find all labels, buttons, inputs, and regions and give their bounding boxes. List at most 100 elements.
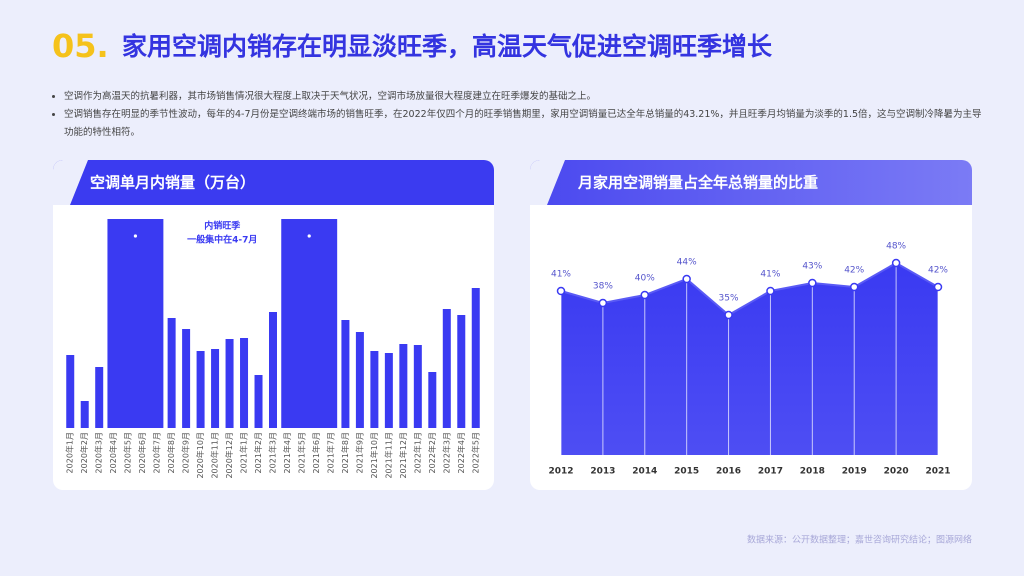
bar bbox=[442, 309, 451, 428]
x-tick-label: 2019 bbox=[842, 467, 867, 477]
x-tick-label: 2021年9月 bbox=[354, 432, 364, 473]
header-notch bbox=[53, 160, 88, 205]
x-tick-label: 2020年7月 bbox=[152, 432, 162, 473]
x-tick-label: 2020年12月 bbox=[224, 432, 234, 479]
x-tick-label: 2020年9月 bbox=[181, 432, 191, 473]
value-label: 48% bbox=[886, 242, 906, 252]
bar bbox=[95, 367, 104, 428]
bar bbox=[254, 375, 263, 428]
x-tick-label: 2020年8月 bbox=[166, 432, 176, 473]
x-tick-label: 2021年5月 bbox=[296, 432, 306, 473]
bar bbox=[471, 288, 480, 428]
card-header bbox=[530, 160, 972, 205]
value-label: 35% bbox=[719, 294, 739, 304]
x-tick-label: 2021年2月 bbox=[253, 432, 263, 473]
point bbox=[849, 282, 859, 292]
x-tick-label: 2020年4月 bbox=[108, 432, 118, 473]
value-label: 42% bbox=[928, 266, 948, 276]
x-tick-label: 2022年4月 bbox=[456, 432, 466, 473]
page-title: 家用空调内销存在明显淡旺季，高温天气促进空调旺季增长 bbox=[122, 32, 773, 61]
point bbox=[724, 310, 733, 320]
x-tick-label: 2021年7月 bbox=[325, 432, 335, 473]
bar bbox=[399, 344, 408, 428]
highlight-dot bbox=[307, 234, 311, 238]
bar bbox=[225, 339, 234, 428]
line bbox=[560, 261, 939, 317]
bar bbox=[370, 351, 379, 428]
point bbox=[682, 274, 691, 284]
x-tick-label: 2014 bbox=[632, 467, 657, 477]
point bbox=[808, 278, 817, 288]
highlight-dot bbox=[133, 234, 138, 238]
bar bbox=[182, 329, 191, 428]
x-tick-label: 2021年3月 bbox=[268, 432, 278, 473]
x-tick-label: 2020年1月 bbox=[65, 432, 75, 473]
point bbox=[598, 298, 608, 308]
bar bbox=[457, 315, 466, 428]
chart-title: 月家用空调销量占全年总销量的比重 bbox=[577, 174, 818, 192]
point bbox=[766, 286, 775, 296]
x-tick-label: 2016 bbox=[716, 467, 741, 477]
x-tick-label: 2021年10月 bbox=[369, 432, 379, 479]
value-label: 40% bbox=[635, 274, 655, 284]
bar bbox=[384, 353, 393, 428]
x-tick-label: 2015 bbox=[674, 467, 699, 477]
x-tick-label: 2017 bbox=[758, 467, 783, 477]
bar bbox=[66, 355, 75, 428]
bullet-list: 空调作为高温天的抗暑利器，其市场销售情况很大程度上取决于天气状况，空调市场放量很… bbox=[52, 88, 989, 142]
header-notch bbox=[530, 160, 565, 205]
bar bbox=[355, 332, 364, 428]
point bbox=[640, 290, 650, 300]
card-header bbox=[53, 160, 494, 205]
x-tick-label: 2022年3月 bbox=[441, 432, 451, 473]
chart-title: 空调单月内销量（万台） bbox=[90, 174, 255, 192]
value-label: 38% bbox=[593, 282, 613, 292]
x-tick-label: 2021年11月 bbox=[383, 432, 393, 479]
source: 数据来源：公开数据整理；嘉世咨询研究结论；图源网络 bbox=[747, 534, 972, 546]
x-tick-label: 2021年1月 bbox=[239, 432, 249, 473]
point bbox=[891, 258, 901, 268]
value-label: 41% bbox=[551, 270, 571, 280]
bar bbox=[413, 345, 422, 428]
x-tick-label: 2013 bbox=[590, 467, 615, 477]
bar bbox=[240, 338, 249, 428]
bar bbox=[167, 318, 176, 428]
bullet: 空调销售存在明显的季节性波动，每年的4-7月份是空调终端市场的销售旺季，在202… bbox=[64, 106, 989, 142]
annotation: 一般集中在4-7月 bbox=[187, 234, 257, 246]
x-tick-label: 2021 bbox=[925, 467, 950, 477]
x-tick-label: 2021年12月 bbox=[398, 432, 408, 479]
bar bbox=[341, 320, 350, 428]
highlight-block bbox=[107, 219, 164, 428]
x-tick-label: 2020 bbox=[884, 467, 909, 477]
annotation: 内销旺季 bbox=[204, 220, 241, 232]
value-label: 43% bbox=[802, 262, 822, 272]
section-number: 05. bbox=[52, 27, 109, 65]
x-tick-label: 2012 bbox=[548, 467, 573, 477]
bar bbox=[196, 351, 205, 428]
value-label: 44% bbox=[677, 258, 697, 268]
x-tick-label: 2022年1月 bbox=[412, 432, 422, 473]
x-tick-label: 2020年11月 bbox=[210, 432, 220, 479]
x-tick-label: 2020年3月 bbox=[94, 432, 104, 473]
x-tick-label: 2020年5月 bbox=[123, 432, 133, 473]
x-tick-label: 2022年5月 bbox=[470, 432, 480, 473]
x-tick-label: 2018 bbox=[800, 467, 825, 477]
x-tick-label: 2021年4月 bbox=[282, 432, 292, 473]
bar bbox=[428, 372, 437, 428]
x-tick-label: 2020年6月 bbox=[137, 432, 147, 473]
bullet: 空调作为高温天的抗暑利器，其市场销售情况很大程度上取决于天气状况，空调市场放量很… bbox=[64, 88, 989, 106]
area bbox=[561, 263, 938, 455]
bar bbox=[269, 312, 277, 428]
highlight-block bbox=[281, 219, 338, 428]
x-tick-label: 2021年6月 bbox=[311, 432, 321, 473]
x-tick-label: 2022年2月 bbox=[427, 432, 437, 473]
point bbox=[933, 282, 943, 292]
point bbox=[556, 286, 566, 296]
bar bbox=[80, 401, 89, 428]
x-tick-label: 2021年8月 bbox=[340, 432, 350, 473]
bar bbox=[211, 349, 220, 428]
value-label: 41% bbox=[760, 270, 780, 280]
x-tick-label: 2020年10月 bbox=[195, 432, 205, 479]
